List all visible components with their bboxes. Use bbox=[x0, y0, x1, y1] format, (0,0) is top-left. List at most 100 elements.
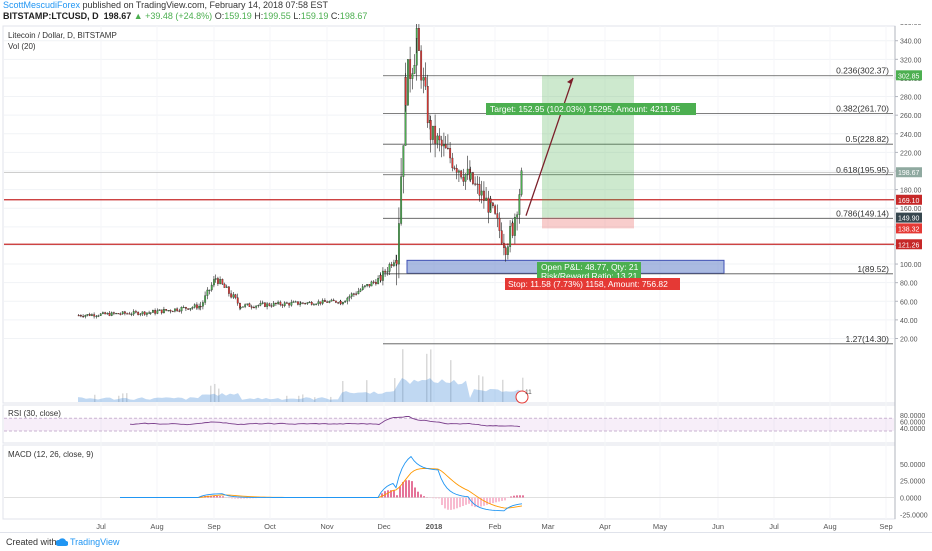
high-value: 199.55 bbox=[263, 11, 291, 21]
candle-body bbox=[297, 302, 299, 305]
chart-canvas[interactable]: 0(368.12)0.236(302.37)0.382(261.70)0.5(2… bbox=[0, 24, 932, 532]
candle-body bbox=[115, 313, 117, 314]
macd-histogram-bar bbox=[396, 495, 398, 497]
main-pane[interactable] bbox=[3, 26, 895, 403]
candle-body bbox=[228, 287, 230, 294]
fib-retracement[interactable]: 0(368.12)0.236(302.37)0.382(261.70)0.5(2… bbox=[4, 24, 894, 344]
stop-label: Stop: 11.58 (7.73%) 1158, Amount: 756.82 bbox=[508, 279, 668, 289]
horizontal-lines[interactable] bbox=[4, 200, 894, 245]
candle-body bbox=[161, 310, 163, 313]
candle-body bbox=[244, 305, 246, 307]
symbol-label: BITSTAMP:LTCUSD, D bbox=[3, 11, 99, 21]
candle-body bbox=[434, 126, 436, 144]
candle-body bbox=[463, 177, 465, 181]
time-tick-label: Feb bbox=[489, 522, 502, 531]
candle-body bbox=[326, 302, 328, 303]
macd-histogram-bar bbox=[462, 498, 464, 506]
candle-body bbox=[78, 315, 80, 316]
candle-body bbox=[150, 313, 152, 314]
candle-body bbox=[458, 171, 460, 173]
author-link[interactable]: ScottMescudiForex bbox=[3, 0, 80, 10]
price-badge-label: 121.26 bbox=[898, 242, 920, 249]
candle-body bbox=[449, 148, 451, 158]
time-tick-label: Nov bbox=[320, 522, 334, 531]
macd-signal-line bbox=[120, 468, 522, 508]
candle-body bbox=[322, 300, 324, 303]
candle-body bbox=[483, 191, 485, 201]
candle-body bbox=[122, 312, 124, 314]
axes: 380.00360.00340.00320.00300.00280.00260.… bbox=[96, 24, 928, 531]
candle-body bbox=[204, 296, 206, 303]
macd-histogram-bar bbox=[417, 492, 419, 498]
candle-body bbox=[452, 158, 454, 168]
candle-body bbox=[168, 310, 170, 311]
time-tick-label: Aug bbox=[150, 522, 163, 531]
candle-body bbox=[176, 309, 178, 311]
tradingview-logo-text[interactable]: TradingView bbox=[70, 533, 120, 551]
candle-body bbox=[269, 304, 271, 306]
close-label: C: bbox=[331, 11, 340, 21]
last-price: 198.67 bbox=[104, 11, 132, 21]
candle-body bbox=[137, 312, 139, 315]
price-badge-label: 198.67 bbox=[898, 170, 920, 177]
candle-body bbox=[307, 303, 309, 304]
candle-body bbox=[224, 284, 226, 288]
candle-body bbox=[286, 303, 288, 304]
candle-body bbox=[262, 303, 264, 304]
candle-body bbox=[503, 243, 505, 248]
macd-histogram-bar bbox=[453, 498, 455, 510]
price-tick-label: 180.00 bbox=[900, 188, 922, 195]
long-position-tool[interactable] bbox=[526, 75, 634, 228]
candle-body bbox=[300, 303, 302, 304]
candle-body bbox=[485, 198, 487, 201]
candle-body bbox=[295, 302, 297, 303]
event-badge-count: 11 bbox=[525, 389, 532, 396]
candle-body bbox=[198, 306, 200, 308]
candle-body bbox=[230, 294, 232, 298]
macd-histogram-bar bbox=[408, 480, 410, 497]
open-value: 159.19 bbox=[224, 11, 252, 21]
candle-body bbox=[282, 305, 284, 306]
candle-body bbox=[364, 286, 366, 287]
time-tick-label: Jul bbox=[769, 522, 779, 531]
price-tick-label: 160.00 bbox=[900, 206, 922, 213]
candle-body bbox=[275, 303, 277, 304]
candle-body bbox=[240, 307, 242, 308]
candle-body bbox=[405, 77, 407, 105]
candle-body bbox=[242, 307, 244, 308]
candle-body bbox=[443, 144, 445, 146]
rsi-indicator bbox=[4, 416, 894, 430]
candle-body bbox=[497, 214, 499, 219]
price-tick-label: 260.00 bbox=[900, 113, 922, 120]
candle-body bbox=[258, 305, 260, 306]
candle-body bbox=[420, 51, 422, 81]
candle-body bbox=[467, 169, 469, 174]
candle-body bbox=[165, 309, 167, 310]
vol-legend: Vol (20) bbox=[8, 42, 36, 51]
price-tick-label: 40.00 bbox=[900, 318, 918, 325]
candle-body bbox=[255, 306, 257, 308]
time-tick-label: Dec bbox=[377, 522, 391, 531]
candle-body bbox=[93, 314, 95, 316]
candle-body bbox=[425, 77, 427, 86]
candle-body bbox=[226, 287, 228, 288]
candle-body bbox=[302, 303, 304, 304]
candle-body bbox=[324, 300, 326, 301]
candle-body bbox=[349, 296, 351, 298]
candle-body bbox=[398, 223, 400, 264]
candle-body bbox=[284, 303, 286, 306]
candle-body bbox=[414, 65, 416, 73]
macd-histogram-bar bbox=[495, 498, 497, 503]
candle-body bbox=[353, 294, 355, 295]
candle-body bbox=[371, 282, 373, 286]
candle-body bbox=[521, 171, 523, 195]
time-tick-label: Jul bbox=[96, 522, 106, 531]
candle-body bbox=[337, 302, 339, 303]
candle-body bbox=[432, 126, 434, 140]
candle-body bbox=[335, 301, 337, 303]
candle-body bbox=[129, 314, 131, 315]
candle-body bbox=[118, 313, 120, 314]
candle-body bbox=[387, 271, 389, 272]
candle-body bbox=[389, 264, 391, 271]
candle-body bbox=[102, 312, 104, 313]
